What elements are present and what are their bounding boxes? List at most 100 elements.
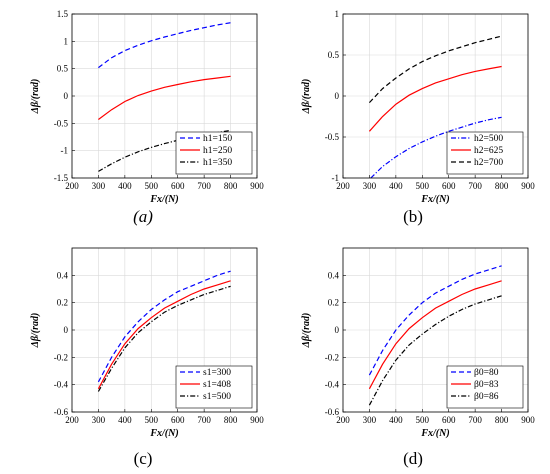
x-axis-label: Fx/(N) — [149, 428, 178, 439]
series-line-2 — [368, 280, 502, 390]
x-tick-label: 700 — [468, 415, 482, 425]
legend-entry: h2=700 — [474, 158, 503, 168]
x-tick-label: 300 — [363, 181, 377, 191]
y-tick-label: -0.4 — [54, 380, 69, 390]
x-tick-label: 400 — [389, 415, 403, 425]
x-tick-label: 200 — [65, 415, 79, 425]
y-tick-label: -0.6 — [325, 407, 340, 417]
x-tick-label: 800 — [495, 181, 509, 191]
x-tick-label: 400 — [118, 181, 132, 191]
y-tick-label: -0.2 — [54, 352, 68, 362]
series-line-1 — [97, 270, 231, 383]
series-line-2 — [368, 65, 502, 132]
chart-panel-1: 200 300 400 500 600 700 800 900 -1.5 -1 -0.5 0 0.5 1 1… — [30, 9, 264, 226]
x-tick-label: 600 — [171, 181, 185, 191]
series-line-3 — [368, 295, 502, 406]
y-tick-label: 0.5 — [57, 64, 69, 74]
y-axis-label: Δβ/(rad) — [301, 313, 312, 349]
legend-entry: h1=150 — [203, 134, 232, 144]
legend-entry: s1=408 — [203, 380, 231, 390]
x-tick-label: 600 — [442, 415, 456, 425]
y-axis-label: Δβ/(rad) — [30, 79, 41, 115]
x-tick-label: 800 — [224, 415, 238, 425]
y-tick-label: -0.5 — [54, 118, 69, 128]
legend-box — [446, 365, 524, 409]
x-tick-label: 700 — [197, 415, 211, 425]
series-line-1 — [368, 265, 502, 376]
legend-entry: β0=80 — [474, 368, 499, 378]
x-tick-label: 500 — [145, 181, 159, 191]
y-tick-label: 1.5 — [57, 9, 69, 19]
x-tick-label: 500 — [416, 181, 430, 191]
x-tick-label: 200 — [65, 181, 79, 191]
x-tick-label: 900 — [250, 415, 264, 425]
panel-label: (a) — [133, 207, 153, 226]
y-axis-label: Δβ/(rad) — [30, 313, 41, 349]
x-axis-label: Fx/(N) — [420, 194, 449, 205]
y-tick-label: 0.2 — [328, 298, 339, 308]
y-tick-label: 0 — [64, 91, 69, 101]
legend-entry: h2=625 — [474, 146, 503, 156]
legend-box — [446, 131, 524, 175]
y-tick-label: -0.5 — [325, 132, 340, 142]
chart-panel-4: 200 300 400 500 600 700 800 900 -0.6 -0.4 -0.2 0 0.2… — [301, 247, 535, 468]
x-tick-label: 200 — [336, 181, 350, 191]
series-line-1 — [98, 22, 231, 69]
series-line-3 — [97, 285, 231, 392]
y-tick-label: 0.5 — [328, 50, 340, 60]
legend-box — [175, 365, 253, 409]
x-tick-label: 600 — [442, 181, 456, 191]
legend-entry: β0=83 — [474, 380, 499, 390]
y-tick-label: 0.2 — [57, 298, 68, 308]
x-tick-label: 900 — [521, 181, 535, 191]
x-tick-label: 900 — [521, 415, 535, 425]
legend-entry: s1=300 — [203, 368, 231, 378]
x-tick-label: 700 — [197, 181, 211, 191]
y-tick-label: 0 — [64, 325, 69, 335]
legend-box — [175, 131, 253, 175]
x-tick-label: 300 — [92, 415, 106, 425]
legend: s1=300 s1=408 s1=500 — [175, 365, 253, 409]
y-tick-label: -0.2 — [325, 352, 339, 362]
legend-entry: h1=350 — [203, 158, 232, 168]
x-tick-label: 800 — [495, 415, 509, 425]
y-tick-label: 0.4 — [328, 270, 340, 280]
y-axis-label: Δβ/(rad) — [301, 79, 312, 115]
y-tick-label: -1 — [332, 173, 340, 183]
y-tick-label: 0.4 — [57, 270, 69, 280]
series-line-1 — [370, 116, 502, 179]
x-tick-label: 300 — [92, 181, 106, 191]
legend-entry: h2=500 — [474, 134, 503, 144]
y-tick-label: 1 — [335, 9, 340, 19]
x-tick-label: 300 — [363, 415, 377, 425]
y-tick-label: -0.6 — [54, 407, 69, 417]
series-line-2 — [97, 280, 231, 390]
y-tick-label: -0.4 — [325, 380, 340, 390]
y-tick-label: 0 — [335, 325, 340, 335]
chart-panel-3: 200 300 400 500 600 700 800 900 -0.6 -0.4 -0.2 0 0.2… — [30, 247, 264, 468]
y-tick-label: -1.5 — [54, 173, 69, 183]
panel-label: (c) — [134, 449, 153, 468]
legend: h1=150 h1=250 h1=350 — [175, 131, 253, 175]
x-tick-label: 400 — [118, 415, 132, 425]
x-tick-label: 500 — [416, 415, 430, 425]
x-tick-label: 500 — [145, 415, 159, 425]
legend: h2=500 h2=625 h2=700 — [446, 131, 524, 175]
legend-entry: β0=86 — [474, 392, 499, 402]
series-line-3 — [368, 35, 502, 104]
x-tick-label: 800 — [224, 181, 238, 191]
x-tick-label: 200 — [336, 415, 350, 425]
y-tick-label: 1 — [64, 36, 69, 46]
legend-entry: s1=500 — [203, 392, 231, 402]
legend-entry: h1=250 — [203, 146, 232, 156]
x-axis-label: Fx/(N) — [420, 428, 449, 439]
x-tick-label: 900 — [250, 181, 264, 191]
x-tick-label: 700 — [468, 181, 482, 191]
panel-label: (b) — [403, 207, 423, 226]
legend: β0=80 β0=83 β0=86 — [446, 365, 524, 409]
x-tick-label: 400 — [389, 181, 403, 191]
y-tick-label: -1 — [61, 146, 69, 156]
x-tick-label: 600 — [171, 415, 185, 425]
series-line-2 — [98, 75, 231, 120]
